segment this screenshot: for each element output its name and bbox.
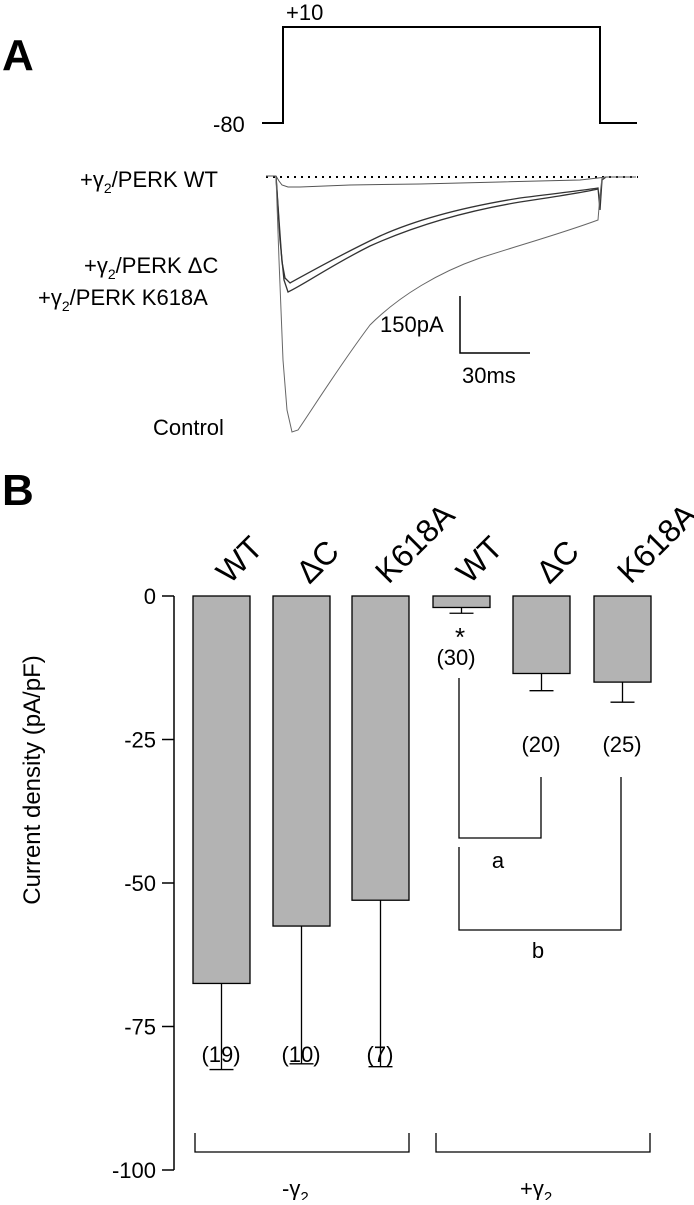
label-trace-k618a: +γ2/PERK K618A [38,285,208,314]
bar [512,595,571,675]
trace-wt [266,175,636,188]
n-label: (10) [281,1042,320,1067]
n-labels: (19) (10) (7) (30) (20) (25) [201,645,641,1067]
n-label: (7) [367,1042,394,1067]
label-trace-control: Control [153,415,224,440]
trace-dc [275,175,607,284]
scale-bar-time-label: 30ms [462,363,516,388]
bar [272,595,331,927]
bar [192,595,251,985]
bracket-b [458,777,622,931]
n-label: (25) [602,732,641,757]
y-axis-title: Current density (pA/pF) [19,655,46,904]
group-bracket-plus-gamma2 [435,1133,651,1153]
category-label: K618A [610,496,694,590]
significance-brackets: * a b [455,622,622,963]
step-potential-label: +10 [286,0,323,25]
bar [593,595,652,683]
group-label-minus-gamma2: -γ2 [282,1176,309,1200]
significance-star: * [455,622,465,652]
label-trace-wt: +γ2/PERK WT [80,167,218,196]
trace-k618a [275,175,599,293]
scale-bar [459,296,530,354]
category-label: ΔC [529,533,586,590]
n-label: (30) [436,645,475,670]
voltage-protocol-trace [262,26,637,124]
bar [432,595,491,609]
bars [192,595,652,1071]
y-tick-label: 0 [144,584,156,609]
y-tick-label: -75 [124,1015,156,1040]
category-label: WT [209,529,270,590]
bracket-a-label: a [492,848,505,873]
y-tick-label: -100 [112,1158,156,1183]
group-label-plus-gamma2: +γ2 [520,1176,552,1200]
panel-a-letter: A [2,31,34,80]
group-bracket-minus-gamma2 [194,1133,410,1153]
panel-b-letter: B [2,466,34,515]
trace-control [275,175,607,433]
category-label: ΔC [289,533,346,590]
category-label: K618A [368,496,462,590]
group-brackets [194,1133,651,1153]
holding-potential-label: -80 [213,112,245,137]
y-axis-ticks: 0 -25 -50 -75 -100 [112,584,174,1183]
category-label: WT [449,529,510,590]
y-tick-label: -25 [124,728,156,753]
bracket-a [458,678,542,839]
n-label: (19) [201,1042,240,1067]
y-tick-label: -50 [124,871,156,896]
n-label: (20) [521,732,560,757]
bar [351,595,410,901]
scale-bar-current-label: 150pA [380,312,444,337]
bracket-b-label: b [532,938,544,963]
label-trace-dc: +γ2/PERK ΔC [84,253,218,282]
